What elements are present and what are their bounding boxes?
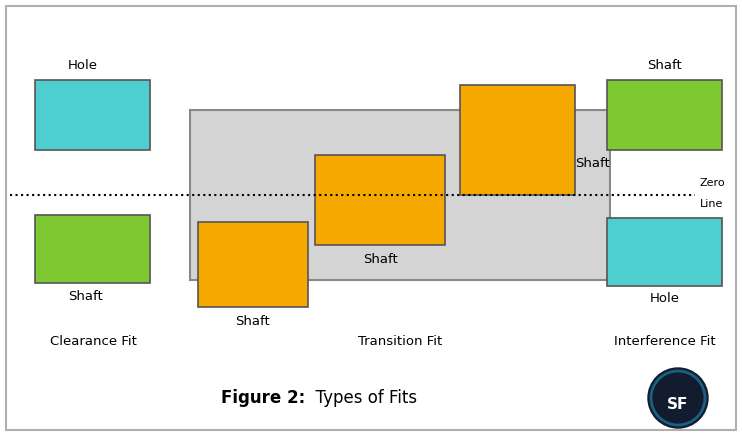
Bar	[35, 80, 150, 150]
Text: Figure 2:: Figure 2:	[221, 389, 305, 407]
Text: Types of Fits: Types of Fits	[305, 389, 417, 407]
Text: Shaft: Shaft	[648, 59, 683, 72]
Text: Interference Fit: Interference Fit	[614, 335, 716, 348]
Text: Line: Line	[700, 199, 723, 209]
Bar	[190, 110, 610, 280]
Bar	[460, 85, 575, 195]
Text: Shaft: Shaft	[236, 315, 270, 328]
Text: Zero: Zero	[700, 178, 726, 188]
Text: Clearance Fit: Clearance Fit	[50, 335, 137, 348]
Bar	[315, 155, 445, 245]
Bar	[198, 222, 308, 307]
Text: Transition Fit: Transition Fit	[358, 335, 442, 348]
Text: Hole: Hole	[68, 59, 98, 72]
Text: Shaft: Shaft	[68, 290, 102, 303]
Text: SF: SF	[667, 396, 689, 412]
Bar	[607, 80, 722, 150]
Bar	[607, 218, 722, 286]
Text: Hole: Hole	[650, 292, 680, 305]
Circle shape	[648, 368, 708, 428]
Text: Shaft: Shaft	[363, 253, 398, 266]
Text: Shaft: Shaft	[575, 157, 610, 170]
Bar	[35, 215, 150, 283]
